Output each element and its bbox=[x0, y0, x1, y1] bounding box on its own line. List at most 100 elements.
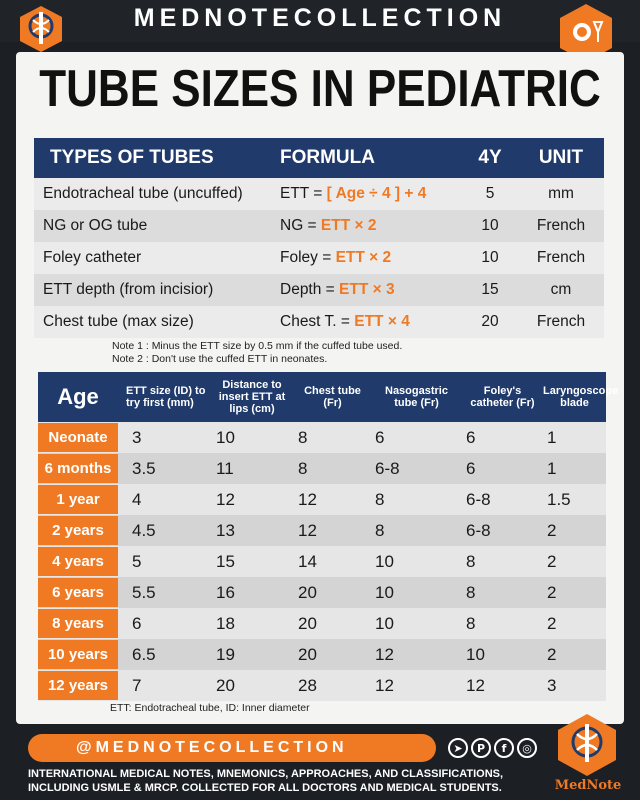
ett-size-cell: 4.5 bbox=[132, 520, 156, 540]
tube-value-4y: 5 bbox=[485, 185, 495, 202]
foley-cell: 10 bbox=[466, 644, 485, 664]
header-age: Age bbox=[57, 384, 99, 409]
tube-formula: NG = ETT × 2 bbox=[272, 217, 462, 235]
facebook-icon[interactable]: f bbox=[494, 738, 514, 758]
tube-unit: French bbox=[536, 249, 586, 266]
ett-size-cell: 5.5 bbox=[132, 582, 156, 602]
laryngoscope-cell: 2 bbox=[547, 613, 557, 633]
formula-prefix: Chest T. = bbox=[280, 313, 355, 330]
tube-unit: French bbox=[536, 313, 586, 330]
chest-tube-cell: 20 bbox=[298, 613, 317, 633]
instagram-icon[interactable]: ◎ bbox=[517, 738, 537, 758]
distance-cell: 19 bbox=[216, 644, 235, 664]
chest-tube-cell: 8 bbox=[298, 458, 308, 478]
age-row: 6 years 5.5 16 20 10 8 2 bbox=[38, 577, 606, 608]
ett-size-cell: 6 bbox=[132, 613, 142, 633]
pinterest-icon[interactable]: P bbox=[471, 738, 491, 758]
distance-cell: 20 bbox=[216, 675, 235, 695]
footnote: ETT: Endotracheal tube, ID: Inner diamet… bbox=[110, 702, 310, 714]
tube-unit: mm bbox=[548, 185, 574, 202]
ett-size-cell: 3.5 bbox=[132, 458, 156, 478]
distance-cell: 16 bbox=[216, 582, 235, 602]
foley-cell: 6-8 bbox=[466, 520, 491, 540]
mednote-bottom-logo-icon bbox=[558, 714, 616, 776]
tube-row: NG or OG tube NG = ETT × 2 10 French bbox=[34, 210, 604, 242]
ett-size-cell: 3 bbox=[132, 427, 142, 447]
age-row: 8 years 6 18 20 10 8 2 bbox=[38, 608, 606, 639]
nasogastric-cell: 6-8 bbox=[375, 458, 400, 478]
tube-row: ETT depth (from incisior) Depth = ETT × 3… bbox=[34, 274, 604, 306]
tube-value-4y: 10 bbox=[481, 249, 499, 266]
tube-table-body: Endotracheal tube (uncuffed) ETT = [ Age … bbox=[34, 178, 604, 338]
nasogastric-cell: 12 bbox=[375, 675, 394, 695]
doctor-badge-icon bbox=[560, 4, 612, 62]
foley-cell: 8 bbox=[466, 551, 476, 571]
chest-tube-cell: 12 bbox=[298, 489, 317, 509]
note-1: Note 1 : Minus the ETT size by 0.5 mm if… bbox=[112, 340, 403, 352]
telegram-icon[interactable]: ➤ bbox=[448, 738, 468, 758]
header-types: TYPES OF TUBES bbox=[50, 147, 214, 168]
age-label: 8 years bbox=[38, 609, 118, 638]
header-nasogastric: Nasogastric tube (Fr) bbox=[385, 385, 448, 409]
nasogastric-cell: 8 bbox=[375, 489, 385, 509]
laryngoscope-cell: 2 bbox=[547, 582, 557, 602]
tube-formula: Depth = ETT × 3 bbox=[272, 281, 462, 299]
nasogastric-cell: 12 bbox=[375, 644, 394, 664]
header-foley: Foley's catheter (Fr) bbox=[470, 385, 535, 409]
footer-description: INTERNATIONAL MEDICAL NOTES, MNEMONICS, … bbox=[28, 767, 548, 795]
note-2: Note 2 : Don't use the cuffed ETT in neo… bbox=[112, 353, 328, 365]
tube-formula: Chest T. = ETT × 4 bbox=[272, 313, 462, 331]
ett-size-cell: 5 bbox=[132, 551, 142, 571]
tube-value-4y: 10 bbox=[481, 217, 499, 234]
age-row: 1 year 4 12 12 8 6-8 1.5 bbox=[38, 484, 606, 515]
age-table-body: Neonate 3 10 8 6 6 1 6 months 3.5 11 8 6-8 6 1 1 year 4… bbox=[38, 422, 606, 701]
social-links: ➤ P f ◎ bbox=[448, 738, 537, 758]
nasogastric-cell: 10 bbox=[375, 582, 394, 602]
tube-unit: cm bbox=[550, 281, 572, 298]
age-table-header: Age ETT size (ID) to try first (mm) Dist… bbox=[38, 372, 618, 422]
age-row: Neonate 3 10 8 6 6 1 bbox=[38, 422, 606, 453]
laryngoscope-cell: 2 bbox=[547, 551, 557, 571]
tube-type: Endotracheal tube (uncuffed) bbox=[43, 185, 243, 202]
foley-cell: 12 bbox=[466, 675, 485, 695]
laryngoscope-cell: 1 bbox=[547, 458, 557, 478]
brand-title: MEDNOTECOLLECTION bbox=[133, 4, 507, 32]
header-chest-tube: Chest tube (Fr) bbox=[304, 385, 361, 409]
tube-value-4y: 20 bbox=[481, 313, 499, 330]
nasogastric-cell: 8 bbox=[375, 520, 385, 540]
formula-expression: ETT × 3 bbox=[339, 281, 395, 298]
foley-cell: 8 bbox=[466, 582, 476, 602]
chest-tube-cell: 8 bbox=[298, 427, 308, 447]
chest-tube-cell: 28 bbox=[298, 675, 317, 695]
tube-row: Foley catheter Foley = ETT × 2 10 French bbox=[34, 242, 604, 274]
age-size-table: Age ETT size (ID) to try first (mm) Dist… bbox=[38, 372, 618, 701]
handle-text: @MEDNOTECOLLECTION bbox=[76, 739, 348, 756]
header-unit: UNIT bbox=[538, 147, 584, 168]
header-ett-size: ETT size (ID) to try first (mm) bbox=[126, 385, 206, 409]
formula-prefix: Foley = bbox=[280, 249, 336, 266]
chest-tube-cell: 14 bbox=[298, 551, 317, 571]
footer-line-1: INTERNATIONAL MEDICAL NOTES, MNEMONICS, … bbox=[28, 768, 504, 780]
laryngoscope-cell: 3 bbox=[547, 675, 557, 695]
tube-table-header: TYPES OF TUBES FORMULA 4Y UNIT bbox=[34, 138, 604, 178]
laryngoscope-cell: 1 bbox=[547, 427, 557, 447]
page-title: TUBE SIZES IN PEDIATRIC bbox=[39, 60, 601, 118]
tube-type: Foley catheter bbox=[43, 249, 142, 266]
formula-prefix: Depth = bbox=[280, 281, 340, 298]
laryngoscope-cell: 1.5 bbox=[547, 489, 571, 509]
header-distance: Distance to insert ETT at lips (cm) bbox=[218, 379, 286, 415]
handle-bar[interactable]: @MEDNOTECOLLECTION bbox=[28, 734, 436, 762]
age-label: 12 years bbox=[38, 671, 118, 700]
distance-cell: 11 bbox=[216, 458, 234, 478]
age-row: 10 years 6.5 19 20 12 10 2 bbox=[38, 639, 606, 670]
tube-row: Chest tube (max size) Chest T. = ETT × 4 2… bbox=[34, 306, 604, 338]
distance-cell: 12 bbox=[216, 489, 235, 509]
chest-tube-cell: 12 bbox=[298, 520, 317, 540]
nasogastric-cell: 6 bbox=[375, 427, 385, 447]
age-row: 4 years 5 15 14 10 8 2 bbox=[38, 546, 606, 577]
formula-prefix: NG = bbox=[280, 217, 321, 234]
age-row: 6 months 3.5 11 8 6-8 6 1 bbox=[38, 453, 606, 484]
ett-size-cell: 4 bbox=[132, 489, 142, 509]
distance-cell: 13 bbox=[216, 520, 235, 540]
age-label: Neonate bbox=[38, 423, 118, 452]
